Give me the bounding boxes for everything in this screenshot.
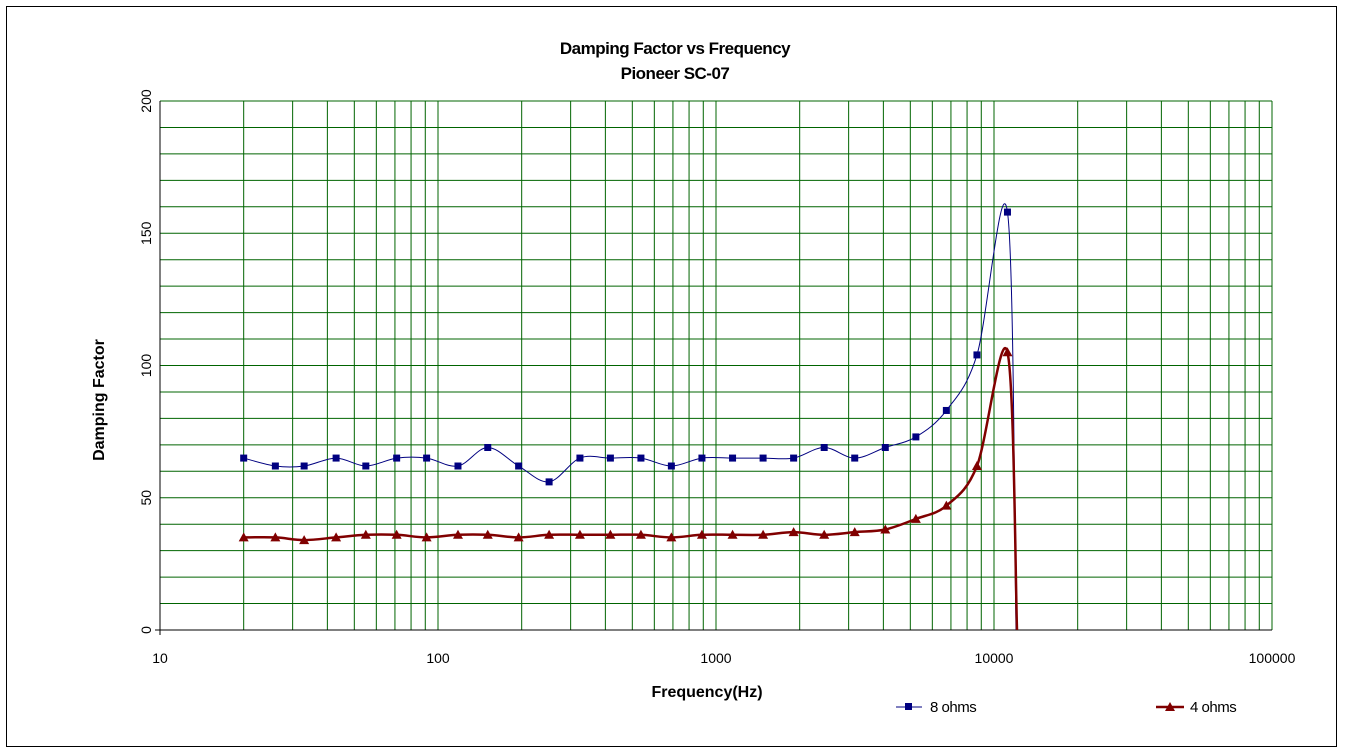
- data-point-8-ohms: [576, 454, 584, 462]
- data-point-4-ohms: [238, 532, 249, 542]
- data-point-8-ohms: [667, 462, 675, 470]
- data-point-8-ohms: [942, 406, 950, 414]
- data-point-4-ohms: [513, 532, 524, 542]
- data-point-4-ohms: [482, 529, 493, 539]
- data-point-4-ohms: [1002, 347, 1013, 357]
- x-tick-label: 10000: [975, 650, 1014, 666]
- series-line-4-ohms: [243, 347, 1019, 631]
- data-point-8-ohms: [332, 454, 340, 462]
- square-marker-icon: [905, 703, 912, 710]
- legend-item-8-ohms: 8 ohms: [896, 699, 977, 716]
- data-point-8-ohms: [240, 454, 248, 462]
- data-point-8-ohms: [698, 454, 706, 462]
- data-point-4-ohms: [910, 513, 921, 523]
- data-point-4-ohms: [331, 532, 342, 542]
- legend-item-4-ohms: 4 ohms: [1156, 699, 1237, 716]
- data-point-8-ohms: [973, 351, 981, 359]
- data-point-8-ohms: [1003, 208, 1011, 216]
- data-point-8-ohms: [300, 462, 308, 470]
- data-point-4-ohms: [360, 529, 371, 539]
- data-point-8-ohms: [362, 462, 370, 470]
- data-point-4-ohms: [574, 529, 585, 539]
- data-point-4-ohms: [788, 527, 799, 537]
- legend-label-4-ohms: 4 ohms: [1190, 699, 1236, 716]
- data-point-8-ohms: [729, 454, 737, 462]
- chart-frame: [6, 6, 1337, 747]
- data-point-4-ohms: [819, 529, 830, 539]
- data-point-4-ohms: [758, 529, 769, 539]
- x-tick-label: 100000: [1249, 650, 1296, 666]
- series-layer: [238, 203, 1019, 631]
- data-point-8-ohms: [454, 462, 462, 470]
- data-point-4-ohms: [727, 529, 738, 539]
- data-point-8-ohms: [637, 454, 645, 462]
- data-point-4-ohms: [421, 532, 432, 542]
- data-point-8-ohms: [790, 454, 798, 462]
- data-point-4-ohms: [270, 532, 281, 542]
- x-axis-label: Frequency(Hz): [651, 684, 762, 701]
- data-point-8-ohms: [271, 462, 279, 470]
- data-point-8-ohms: [484, 443, 492, 451]
- data-point-8-ohms: [515, 462, 523, 470]
- data-point-4-ohms: [971, 461, 982, 471]
- legend-label-8-ohms: 8 ohms: [930, 699, 976, 716]
- data-point-8-ohms: [423, 454, 431, 462]
- x-tick-label: 100: [426, 650, 450, 666]
- data-point-8-ohms: [820, 443, 828, 451]
- data-point-4-ohms: [849, 527, 860, 537]
- data-point-8-ohms: [851, 454, 859, 462]
- x-tick-label: 10: [152, 650, 168, 666]
- y-tick-label: 50: [138, 490, 154, 506]
- y-tick-label: 150: [138, 221, 154, 245]
- data-point-8-ohms: [393, 454, 401, 462]
- grid: [155, 100, 1273, 635]
- y-tick-label: 200: [138, 89, 154, 113]
- data-point-4-ohms: [635, 529, 646, 539]
- data-point-4-ohms: [696, 529, 707, 539]
- triangle-marker-icon: [1165, 702, 1175, 711]
- y-tick-label: 0: [138, 626, 154, 634]
- data-point-8-ohms: [759, 454, 767, 462]
- data-point-4-ohms: [941, 500, 952, 510]
- data-point-4-ohms: [391, 529, 402, 539]
- tick-labels: 0 50 100 150 200 10 100 1000 10000 100000: [138, 89, 1296, 666]
- data-point-4-ohms: [544, 529, 555, 539]
- data-point-8-ohms: [606, 454, 614, 462]
- x-tick-label: 1000: [700, 650, 731, 666]
- data-point-4-ohms: [452, 529, 463, 539]
- data-point-4-ohms: [605, 529, 616, 539]
- y-axis-label: Damping Factor: [91, 339, 108, 461]
- chart-title: Damping Factor vs Frequency: [560, 39, 791, 58]
- data-point-4-ohms: [880, 524, 891, 534]
- data-point-4-ohms: [299, 535, 310, 545]
- data-point-8-ohms: [545, 478, 553, 486]
- data-point-4-ohms: [666, 532, 677, 542]
- data-point-8-ohms: [881, 443, 889, 451]
- legend: 8 ohms 4 ohms: [896, 699, 1237, 716]
- y-tick-label: 100: [138, 354, 154, 378]
- series-line-8-ohms: [243, 203, 1017, 631]
- chart-subtitle: Pioneer SC-07: [621, 64, 730, 83]
- data-point-8-ohms: [912, 433, 920, 441]
